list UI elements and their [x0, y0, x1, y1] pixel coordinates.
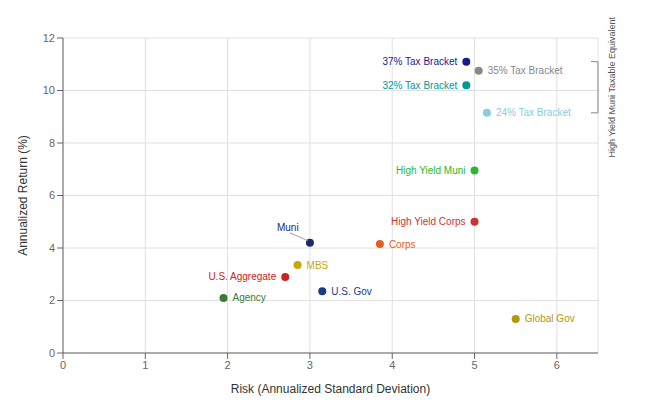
svg-text:4: 4: [49, 242, 55, 254]
svg-text:0: 0: [60, 359, 66, 371]
svg-text:2: 2: [49, 294, 55, 306]
svg-text:Corps: Corps: [389, 239, 416, 250]
svg-text:Global Gov: Global Gov: [525, 313, 575, 324]
svg-text:U.S. Aggregate: U.S. Aggregate: [208, 271, 276, 282]
svg-text:2: 2: [225, 359, 231, 371]
svg-text:4: 4: [389, 359, 395, 371]
svg-text:MBS: MBS: [307, 260, 329, 271]
svg-text:Muni: Muni: [277, 222, 299, 233]
svg-text:32% Tax Bracket: 32% Tax Bracket: [382, 80, 457, 91]
svg-text:3: 3: [307, 359, 313, 371]
svg-text:0: 0: [49, 347, 55, 359]
svg-text:High Yield Corps: High Yield Corps: [391, 216, 465, 227]
svg-text:6: 6: [49, 189, 55, 201]
svg-text:Risk (Annualized Standard Devi: Risk (Annualized Standard Deviation): [231, 382, 430, 396]
svg-text:6: 6: [554, 359, 560, 371]
svg-text:U.S. Gov: U.S. Gov: [331, 286, 372, 297]
svg-text:Agency: Agency: [233, 292, 266, 303]
svg-text:24% Tax Bracket: 24% Tax Bracket: [496, 107, 571, 118]
svg-text:35% Tax Bracket: 35% Tax Bracket: [488, 65, 563, 76]
svg-text:5: 5: [471, 359, 477, 371]
svg-text:12: 12: [43, 32, 55, 44]
svg-text:High Yield Muni Taxable Equiva: High Yield Muni Taxable Equivalent: [607, 17, 617, 158]
svg-text:8: 8: [49, 137, 55, 149]
svg-text:37% Tax Bracket: 37% Tax Bracket: [382, 56, 457, 67]
svg-text:High Yield Muni: High Yield Muni: [396, 165, 465, 176]
svg-text:1: 1: [142, 359, 148, 371]
svg-text:Annualized Return (%): Annualized Return (%): [16, 135, 30, 256]
svg-text:10: 10: [43, 84, 55, 96]
